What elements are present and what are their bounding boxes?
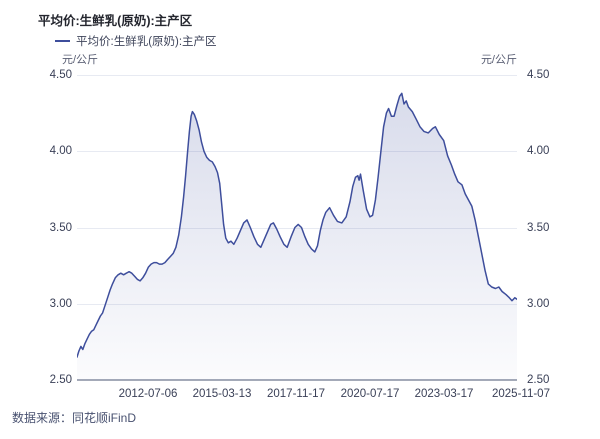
y-tick-right: 3.50	[527, 222, 550, 234]
series-area-fill	[77, 93, 517, 381]
line-series-marker-icon	[55, 40, 70, 42]
y-tick-right: 4.50	[527, 69, 550, 81]
x-tick: 2012-07-06	[118, 388, 178, 400]
gridline	[77, 151, 517, 152]
y-tick-left: 2.50	[49, 374, 72, 386]
x-tick: 2020-07-17	[340, 388, 400, 400]
x-tick: 2015-03-13	[192, 388, 252, 400]
x-tick: 2023-03-17	[414, 388, 474, 400]
y-axis-unit-right: 元/公斤	[480, 54, 517, 66]
y-tick-left: 3.50	[49, 222, 72, 234]
legend-item[interactable]: 平均价:生鲜乳(原奶):主产区	[55, 33, 217, 49]
x-tick: 2017-11-17	[267, 388, 325, 400]
gridline	[77, 75, 517, 76]
data-source-note: 数据来源：同花顺iFinD	[12, 411, 137, 425]
y-tick-right: 3.00	[527, 298, 550, 310]
y-tick-left: 4.00	[49, 145, 72, 157]
price-area-plot[interactable]	[77, 70, 517, 381]
y-tick-right: 2.50	[527, 374, 550, 386]
chart-title: 平均价:生鲜乳(原奶):主产区	[38, 14, 193, 28]
legend-label: 平均价:生鲜乳(原奶):主产区	[76, 36, 217, 48]
y-tick-left: 4.50	[49, 69, 72, 81]
series-line	[77, 92, 517, 358]
x-tick: 2025-11-07	[492, 388, 550, 400]
y-tick-left: 3.00	[49, 298, 72, 310]
y-tick-right: 4.00	[527, 145, 550, 157]
y-axis-unit-left: 元/公斤	[62, 54, 99, 66]
